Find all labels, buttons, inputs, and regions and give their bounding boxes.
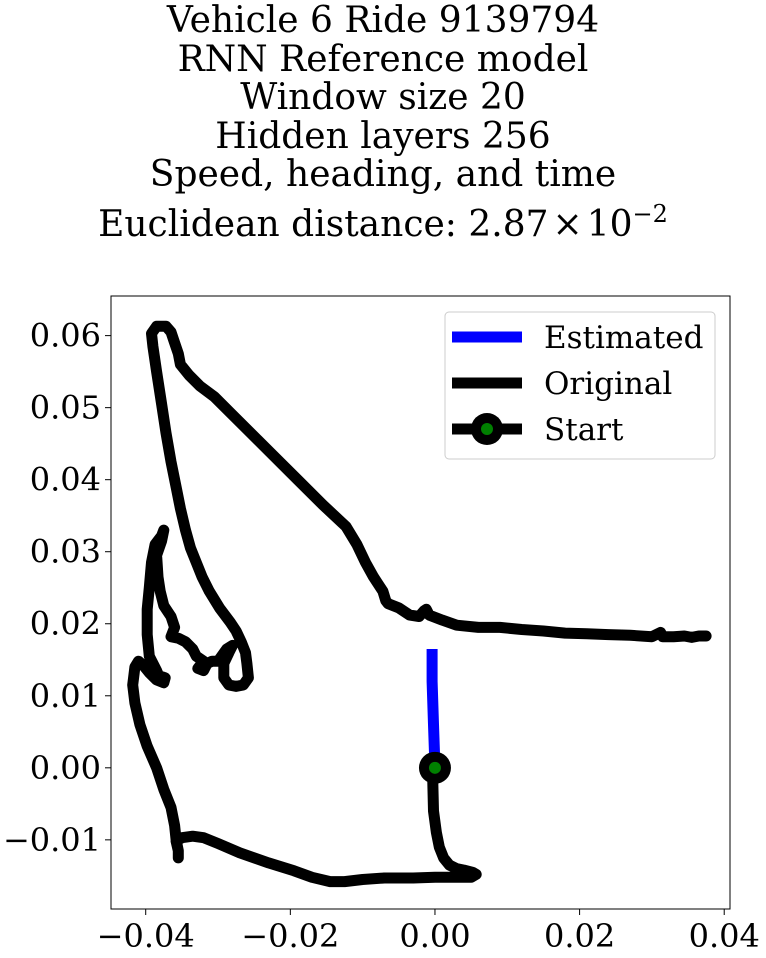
x-tick-label: −0.04	[97, 917, 195, 955]
x-tick-label: 0.02	[544, 917, 615, 955]
legend-start-marker-dot	[481, 423, 493, 435]
original-series-line	[127, 320, 712, 888]
y-axis: −0.01 0.00 0.01 0.02 0.03 0.04 0.05 0.06	[3, 317, 111, 859]
distance-times: ×	[552, 203, 583, 245]
title-line-model: RNN Reference model	[177, 38, 589, 80]
data-layer	[127, 320, 712, 888]
title-line-window: Window size 20	[240, 77, 526, 118]
y-tick-label: 0.00	[30, 749, 101, 787]
y-tick-label: 0.03	[30, 533, 101, 571]
distance-base: 10	[586, 203, 633, 245]
y-tick-label: −0.01	[3, 821, 101, 859]
title-line-features: Speed, heading, and time	[149, 154, 617, 195]
x-tick-label: 0.04	[689, 917, 760, 955]
y-tick-label: 0.04	[30, 461, 101, 499]
y-tick-label: 0.02	[30, 605, 101, 643]
legend-start-label: Start	[544, 412, 624, 448]
legend-original-label: Original	[544, 366, 672, 402]
distance-exponent: −2	[632, 199, 668, 228]
distance-mantissa: 2.87	[468, 203, 549, 245]
chart-title: Vehicle 6 Ride 9139794 RNN Reference mod…	[0, 0, 766, 245]
distance-label: Euclidean distance:	[98, 203, 469, 245]
y-tick-label: 0.01	[30, 677, 101, 715]
y-tick-label: 0.06	[30, 317, 101, 355]
legend-box	[444, 311, 716, 460]
plot-frame	[110, 295, 731, 910]
title-line-vehicle: Vehicle 6 Ride 9139794	[166, 0, 600, 41]
start-marker-dot	[428, 761, 441, 774]
title-line-hidden: Hidden layers 256	[215, 115, 551, 157]
x-tick-label: −0.02	[241, 917, 339, 955]
x-tick-label: 0.00	[399, 917, 470, 955]
title-line-distance: Euclidean distance: 2.87 × 10−2	[0, 195, 766, 245]
x-axis: −0.04 −0.02 0.00 0.02 0.04	[97, 909, 760, 955]
estimated-series-line	[426, 649, 441, 768]
legend-estimated-label: Estimated	[544, 320, 703, 356]
y-tick-label: 0.05	[30, 389, 101, 427]
legend: Estimated Original Start	[444, 311, 716, 460]
